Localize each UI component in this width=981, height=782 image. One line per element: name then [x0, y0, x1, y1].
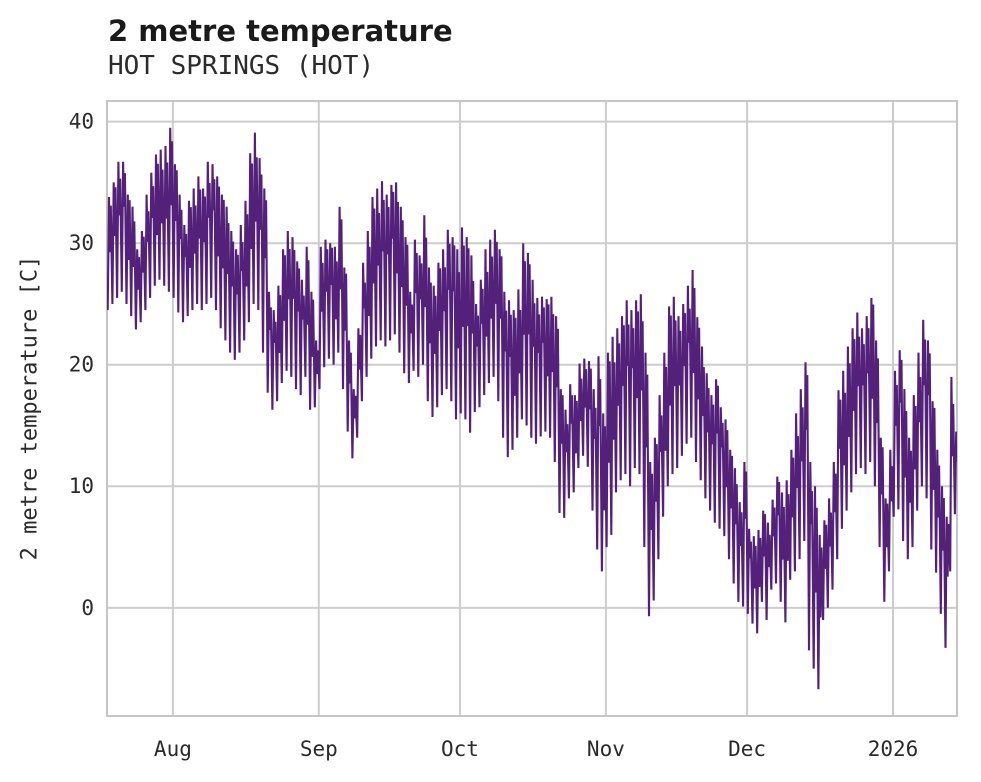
plot-frame	[106, 100, 958, 717]
temperature-series-line	[107, 127, 957, 690]
x-tick-label: Oct	[441, 737, 479, 761]
chart-title: 2 metre temperature	[108, 14, 453, 48]
y-tick-label: 20	[69, 353, 94, 377]
y-tick-label: 0	[81, 596, 94, 620]
y-tick-label: 10	[69, 474, 94, 498]
chart-subtitle: HOT SPRINGS (HOT)	[108, 51, 375, 81]
y-tick-label: 40	[69, 110, 94, 134]
x-tick-label: Nov	[587, 737, 625, 761]
y-axis-label: 2 metre temperature [C]	[17, 255, 43, 561]
y-tick-label: 30	[69, 231, 94, 255]
x-tick-label: Sep	[300, 737, 338, 761]
x-tick-label: 2026	[868, 737, 919, 761]
x-tick-label: Dec	[728, 737, 766, 761]
x-tick-label: Aug	[154, 737, 192, 761]
